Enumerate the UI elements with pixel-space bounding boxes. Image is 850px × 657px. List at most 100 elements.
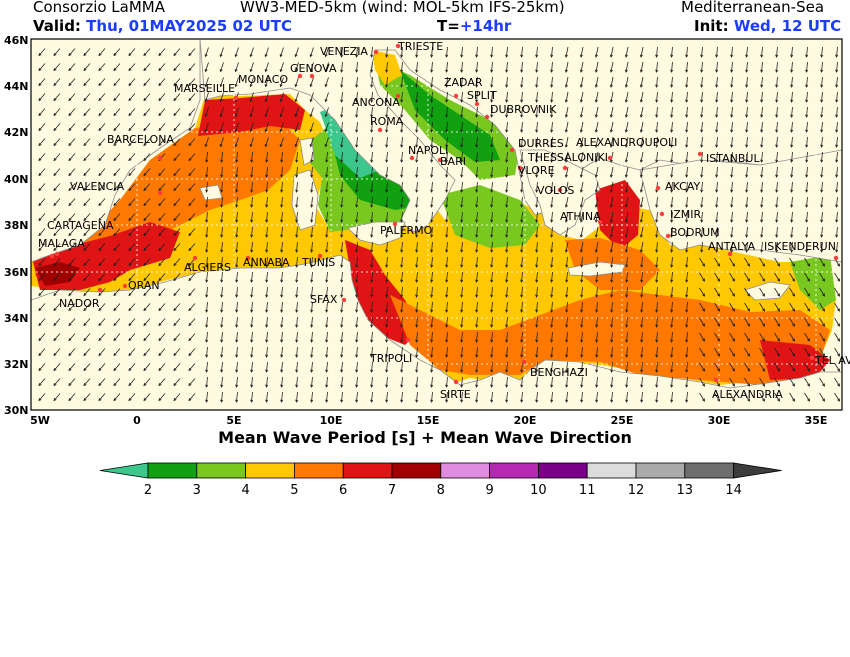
direction-arrow [699, 287, 705, 297]
direction-arrowhead [38, 397, 42, 402]
direction-arrow [311, 301, 313, 313]
direction-arrowhead [505, 129, 509, 133]
direction-arrow [265, 92, 269, 102]
direction-arrow [386, 76, 388, 88]
direction-arrow [761, 166, 763, 178]
direction-arrow [266, 226, 268, 238]
direction-arrowhead [700, 189, 704, 193]
direction-arrowhead [715, 129, 719, 133]
direction-arrow [53, 288, 61, 296]
direction-arrow [401, 46, 403, 58]
direction-arrowhead [280, 279, 284, 283]
direction-arrowhead [747, 278, 750, 282]
direction-arrow [804, 302, 810, 312]
direction-arrow [401, 391, 403, 403]
direction-arrowhead [279, 53, 283, 58]
direction-arrow [625, 121, 629, 133]
direction-arrowhead [609, 84, 613, 88]
direction-arrowhead [564, 189, 568, 193]
direction-arrow [128, 63, 136, 71]
direction-arrowhead [730, 234, 734, 238]
direction-arrowhead [745, 69, 749, 73]
direction-arrowhead [53, 382, 57, 387]
direction-arrowhead [715, 189, 719, 193]
direction-arrowhead [235, 369, 239, 373]
direction-arrowhead [837, 308, 840, 312]
direction-arrow [759, 332, 765, 342]
direction-arrow [113, 48, 121, 56]
direction-arrowhead [188, 52, 192, 57]
direction-arrow [565, 151, 569, 163]
direction-arrowhead [594, 189, 598, 193]
direction-arrow [296, 256, 298, 268]
direction-arrow [68, 228, 76, 236]
direction-arrowhead [280, 189, 284, 193]
direction-arrow [188, 48, 196, 56]
direction-arrow [341, 391, 343, 403]
direction-arrowhead [610, 309, 614, 313]
direction-arrow [143, 168, 151, 176]
direction-arrowhead [173, 97, 177, 102]
direction-arrowhead [400, 219, 404, 223]
direction-arrowhead [355, 234, 359, 238]
direction-arrowhead [624, 249, 628, 253]
direction-arrow [113, 393, 121, 401]
direction-arrowhead [309, 53, 313, 58]
direction-arrow [206, 166, 208, 178]
direction-arrowhead [294, 98, 298, 103]
direction-arrowhead [113, 52, 117, 57]
direction-arrowhead [310, 204, 314, 208]
direction-arrowhead [639, 234, 643, 238]
direction-arrowhead [355, 54, 359, 58]
direction-arrow [566, 271, 568, 283]
direction-arrowhead [715, 219, 719, 223]
direction-arrow [266, 271, 268, 283]
lat-label: 34N [4, 312, 29, 325]
direction-arrow [701, 196, 703, 208]
city-label: PALERMO [380, 224, 433, 237]
direction-arrow [173, 213, 181, 221]
direction-arrow [356, 166, 358, 178]
direction-arrow [326, 301, 328, 313]
direction-arrowhead [777, 353, 780, 357]
direction-arrowhead [235, 399, 239, 403]
direction-arrowhead [310, 174, 314, 178]
city-marker [453, 93, 459, 99]
direction-arrow [68, 348, 76, 356]
direction-arrowhead [700, 249, 704, 253]
direction-arrowhead [98, 202, 102, 207]
direction-arrowhead [205, 369, 209, 373]
direction-arrow [188, 243, 196, 251]
direction-arrowhead [700, 84, 704, 88]
direction-arrowhead [265, 339, 269, 343]
direction-arrow [716, 211, 718, 223]
direction-arrow [280, 122, 284, 132]
direction-arrowhead [295, 189, 299, 193]
direction-arrowhead [188, 157, 192, 162]
direction-arrow [371, 316, 373, 328]
direction-arrow [326, 286, 328, 298]
direction-arrowhead [639, 159, 643, 163]
direction-arrowhead [370, 354, 374, 358]
direction-arrowhead [325, 204, 329, 208]
direction-arrow [821, 151, 823, 163]
direction-arrowhead [325, 309, 329, 313]
direction-arrow [416, 286, 418, 298]
direction-arrowhead [732, 278, 735, 282]
direction-arrowhead [98, 157, 102, 162]
direction-arrowhead [760, 54, 764, 58]
direction-arrowhead [53, 172, 57, 177]
direction-arrow [671, 211, 673, 223]
direction-arrow [746, 241, 748, 253]
direction-arrow [326, 151, 328, 163]
direction-arrowhead [490, 234, 494, 238]
direction-arrowhead [53, 157, 57, 162]
direction-arrowhead [717, 293, 720, 297]
direction-arrowhead [309, 113, 313, 118]
direction-arrowhead [624, 69, 628, 73]
direction-arrowhead [640, 369, 644, 373]
direction-arrowhead [53, 127, 57, 132]
direction-arrow [595, 196, 599, 208]
direction-arrow [206, 151, 208, 163]
direction-arrow [625, 241, 629, 253]
